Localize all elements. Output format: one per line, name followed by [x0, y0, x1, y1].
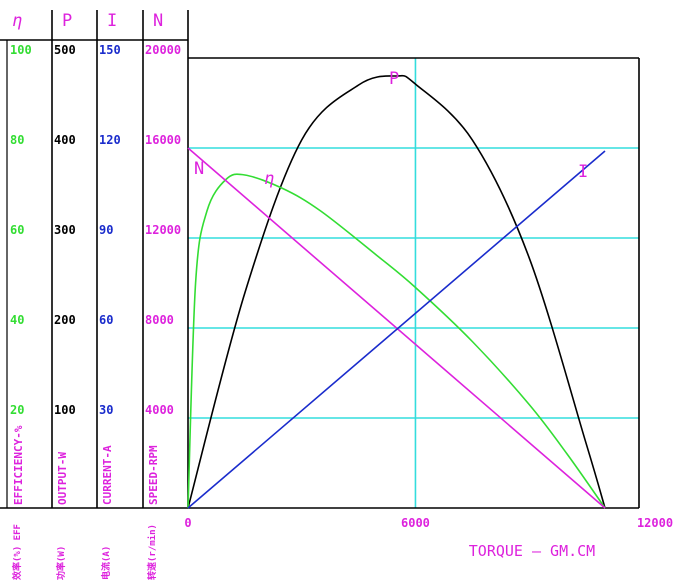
x-tick-label: 0	[184, 516, 191, 530]
axis-cn-label-speed: 转速(r/min)	[146, 524, 158, 580]
axis-cn-label-efficiency: 效率(%) EFF	[11, 524, 23, 580]
tick-label-current: 30	[99, 403, 113, 417]
gridlines	[188, 58, 639, 508]
tick-label-efficiency: 80	[10, 133, 24, 147]
series-label-efficiency: η	[264, 169, 274, 189]
x-axis-title: TORQUE — GM.CM	[469, 542, 595, 560]
axis-symbol-efficiency: η	[12, 11, 22, 31]
tick-label-efficiency: 100	[10, 43, 32, 57]
tick-label-efficiency: 60	[10, 223, 24, 237]
tick-label-speed: 4000	[145, 403, 174, 417]
x-tick-label: 6000	[401, 516, 430, 530]
tick-label-output: 200	[54, 313, 76, 327]
axis-symbol-current: I	[107, 11, 117, 31]
tick-label-output: 500	[54, 43, 76, 57]
axis-label-current: CURRENT-A	[101, 445, 114, 505]
tick-label-output: 100	[54, 403, 76, 417]
series-layer	[187, 74, 606, 509]
tick-label-efficiency: 40	[10, 313, 24, 327]
tick-label-output: 300	[54, 223, 76, 237]
series-line-current	[187, 150, 606, 509]
axis-cn-label-current: 电流(A)	[100, 546, 112, 580]
series-line-efficiency	[187, 173, 606, 509]
tick-label-current: 60	[99, 313, 113, 327]
tick-label-speed: 12000	[145, 223, 181, 237]
tick-label-current: 120	[99, 133, 121, 147]
tick-label-speed: 8000	[145, 313, 174, 327]
axis-label-speed: SPEED-RPM	[147, 445, 160, 505]
tick-label-output: 400	[54, 133, 76, 147]
axis-label-output: OUTPUT-W	[56, 452, 69, 505]
series-label-speed: N	[194, 159, 204, 179]
axis-label-efficiency: EFFICIENCY-%	[12, 425, 25, 505]
axis-frame	[0, 10, 640, 509]
axis-symbol-speed: N	[153, 11, 163, 31]
tick-label-efficiency: 20	[10, 403, 24, 417]
series-line-output	[187, 74, 606, 509]
tick-label-current: 150	[99, 43, 121, 57]
series-label-output: P	[389, 69, 399, 89]
series-label-current: I	[578, 162, 588, 182]
x-tick-label: 12000	[637, 516, 673, 530]
axis-cn-label-output: 功率(W)	[55, 546, 67, 580]
tick-label-current: 90	[99, 223, 113, 237]
labels-layer: η 20 40 60 80 100 EFFICIENCY-% 效率(%) EFF P 100 200…	[10, 11, 673, 580]
tick-label-speed: 16000	[145, 133, 181, 147]
axis-symbol-output: P	[62, 11, 72, 31]
series-line-speed	[187, 147, 606, 509]
tick-label-speed: 20000	[145, 43, 181, 57]
